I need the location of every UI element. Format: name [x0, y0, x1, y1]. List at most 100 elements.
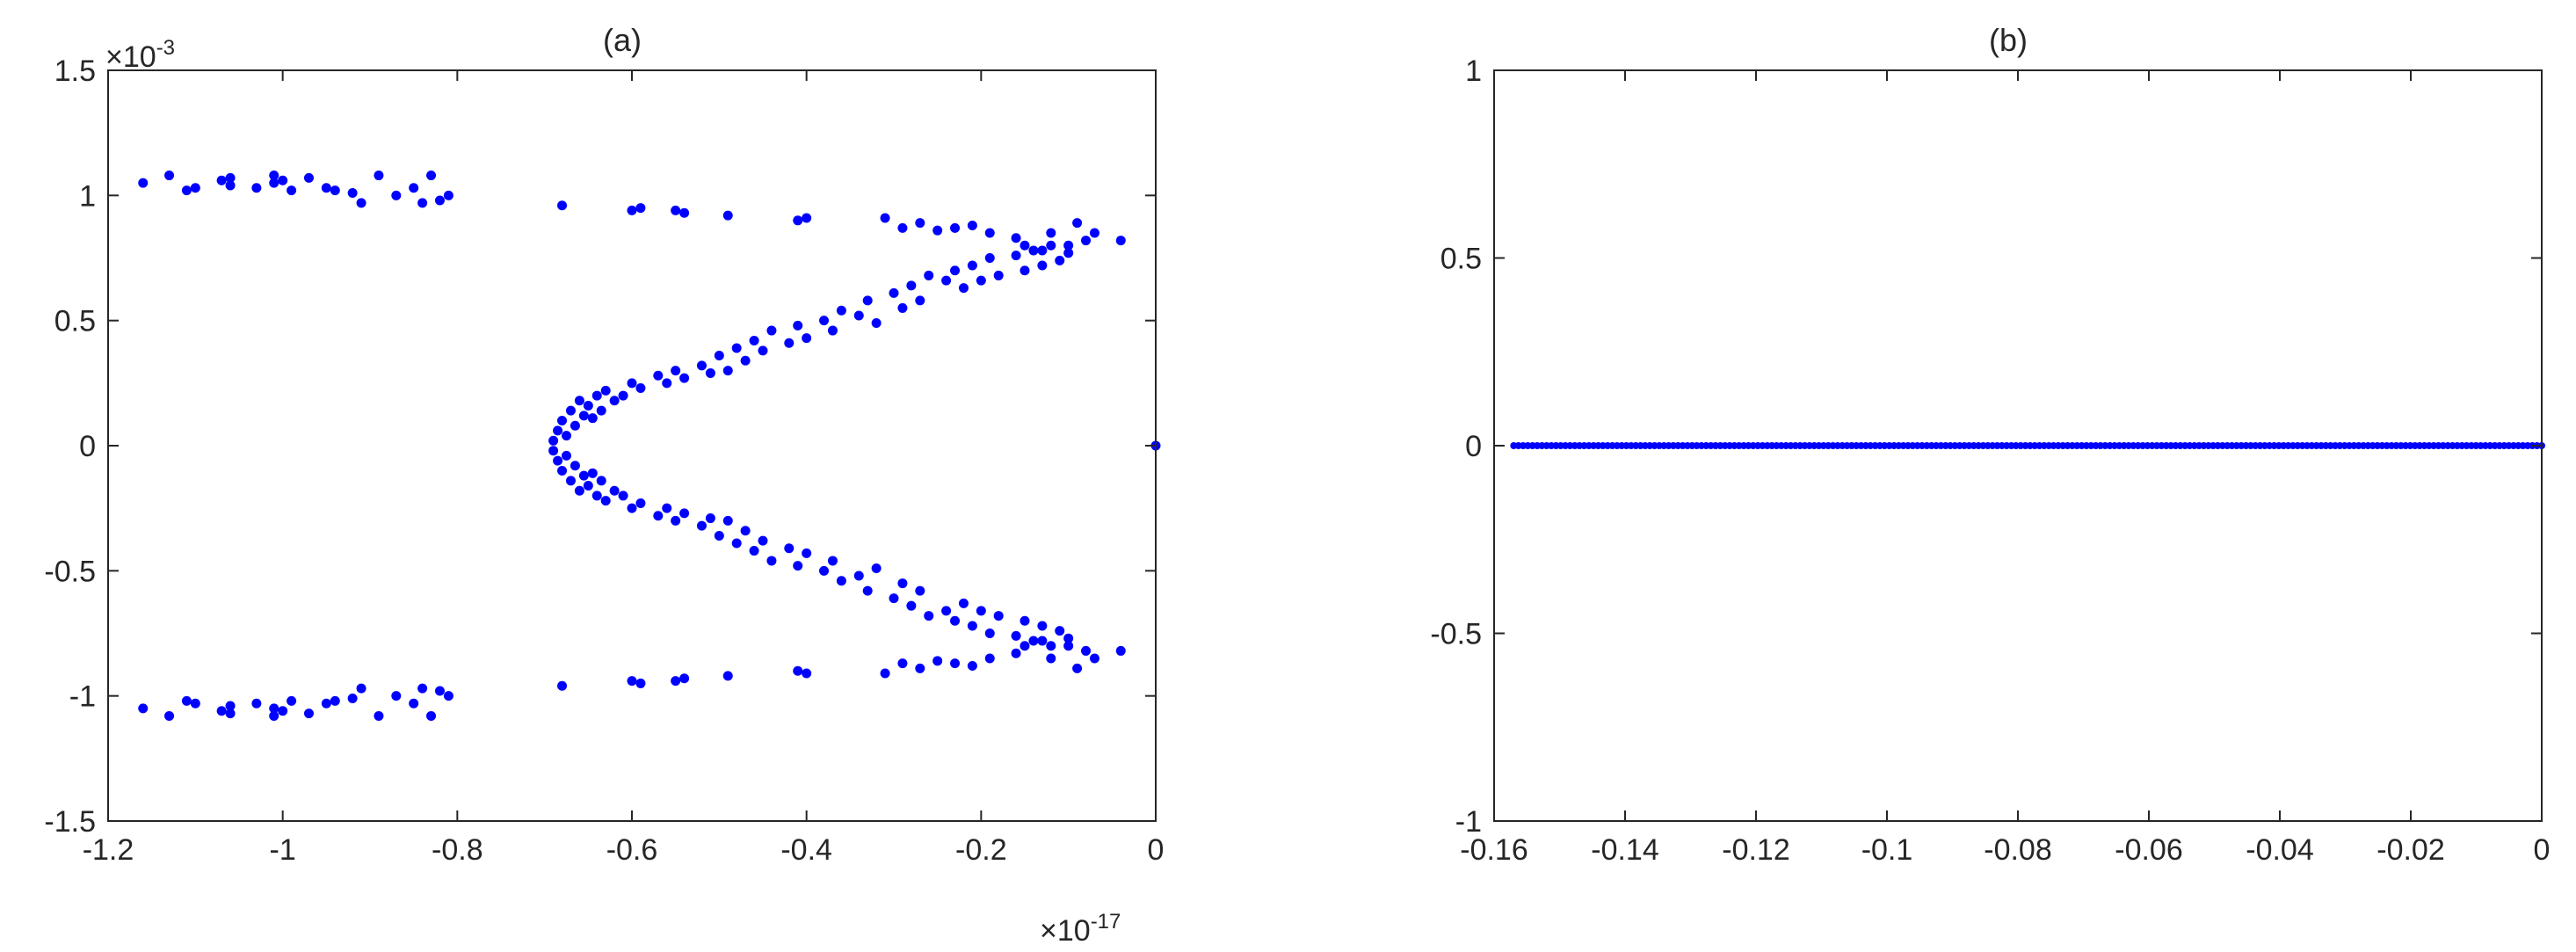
data-point — [1089, 653, 1099, 664]
data-point — [1089, 228, 1099, 238]
data-point — [557, 200, 568, 211]
data-point — [749, 335, 759, 345]
data-point — [976, 275, 986, 286]
data-point — [819, 316, 830, 326]
data-point — [374, 710, 384, 721]
data-point — [190, 698, 200, 709]
data-point — [889, 287, 899, 298]
data-point — [278, 175, 288, 185]
data-point — [374, 171, 384, 181]
data-point — [330, 185, 340, 196]
data-point — [1037, 636, 1048, 646]
data-point — [871, 563, 882, 573]
data-point — [409, 183, 419, 193]
x-tick-label: -0.02 — [2376, 833, 2445, 867]
data-point — [548, 435, 559, 446]
data-point — [941, 275, 952, 286]
x-tick-label: -0.06 — [2115, 833, 2183, 867]
data-point — [671, 676, 681, 687]
data-point — [853, 570, 864, 581]
data-point — [924, 270, 934, 280]
data-point — [958, 598, 969, 608]
data-point — [578, 411, 589, 421]
data-point — [976, 606, 986, 616]
data-point — [758, 345, 768, 356]
data-point — [251, 698, 262, 709]
data-point — [836, 305, 846, 316]
y-tick-label: 0 — [79, 430, 96, 463]
data-point — [679, 673, 690, 684]
y-tick-label: -0.5 — [1430, 618, 1482, 651]
data-point — [562, 450, 571, 461]
data-point — [705, 367, 715, 378]
data-point — [596, 476, 606, 486]
panel-a-title: (a) — [603, 22, 642, 58]
data-point — [321, 183, 331, 193]
data-point — [587, 468, 598, 478]
data-point — [356, 683, 366, 694]
data-point — [627, 378, 637, 389]
data-point — [303, 709, 314, 719]
data-point — [269, 710, 279, 721]
data-point — [225, 180, 236, 191]
data-point — [793, 665, 803, 676]
panel-a: (a) -1.2 -1 -0.8 -0.6 -0.4 -0.2 0 -1.5 -1 -0.5 0 0… — [44, 22, 1164, 948]
data-point — [915, 585, 925, 596]
data-point — [793, 215, 803, 226]
data-point — [662, 503, 672, 513]
data-point — [897, 578, 908, 589]
data-point — [671, 205, 681, 215]
x-tick-label: -0.6 — [606, 833, 658, 867]
data-point — [653, 370, 664, 381]
data-point — [553, 425, 563, 436]
data-point — [618, 491, 628, 501]
data-point — [278, 706, 288, 716]
data-point — [1072, 218, 1083, 229]
data-point — [906, 600, 917, 611]
x-tick-label: -1.2 — [83, 833, 134, 867]
data-point — [722, 671, 733, 681]
data-point — [251, 183, 262, 193]
data-point — [570, 461, 580, 471]
data-point — [679, 508, 690, 519]
data-point — [443, 190, 454, 200]
data-point — [714, 530, 724, 541]
data-point — [618, 390, 628, 401]
y-tick-label: 0 — [1465, 430, 1482, 463]
panel-b-points — [1510, 442, 2545, 449]
data-point — [557, 680, 568, 691]
data-point — [653, 511, 664, 521]
data-point — [565, 405, 576, 416]
data-point — [915, 663, 925, 673]
data-point — [434, 195, 445, 206]
data-point — [269, 703, 279, 714]
data-point — [967, 220, 977, 230]
data-point — [749, 546, 759, 556]
data-point — [993, 611, 1004, 621]
data-point — [303, 172, 314, 183]
y-tick-label: -0.5 — [44, 555, 96, 588]
data-point — [417, 198, 428, 208]
data-point — [862, 585, 873, 596]
data-point — [600, 385, 611, 396]
data-point — [391, 190, 402, 200]
data-point — [587, 413, 598, 424]
data-point — [1020, 641, 1030, 651]
data-point — [557, 465, 568, 476]
data-point — [758, 535, 768, 546]
data-point — [426, 710, 437, 721]
panel-a-points — [138, 171, 1161, 721]
data-point — [591, 491, 602, 501]
data-point — [924, 611, 934, 621]
data-point — [216, 706, 227, 716]
data-point — [1081, 236, 1092, 246]
data-point — [1063, 641, 1074, 651]
data-point — [984, 253, 995, 263]
data-point — [347, 694, 358, 704]
data-point — [932, 225, 943, 236]
x-tick-label: 0 — [1148, 833, 1165, 867]
data-point — [225, 709, 236, 719]
data-point — [993, 270, 1004, 280]
data-point — [356, 198, 366, 208]
